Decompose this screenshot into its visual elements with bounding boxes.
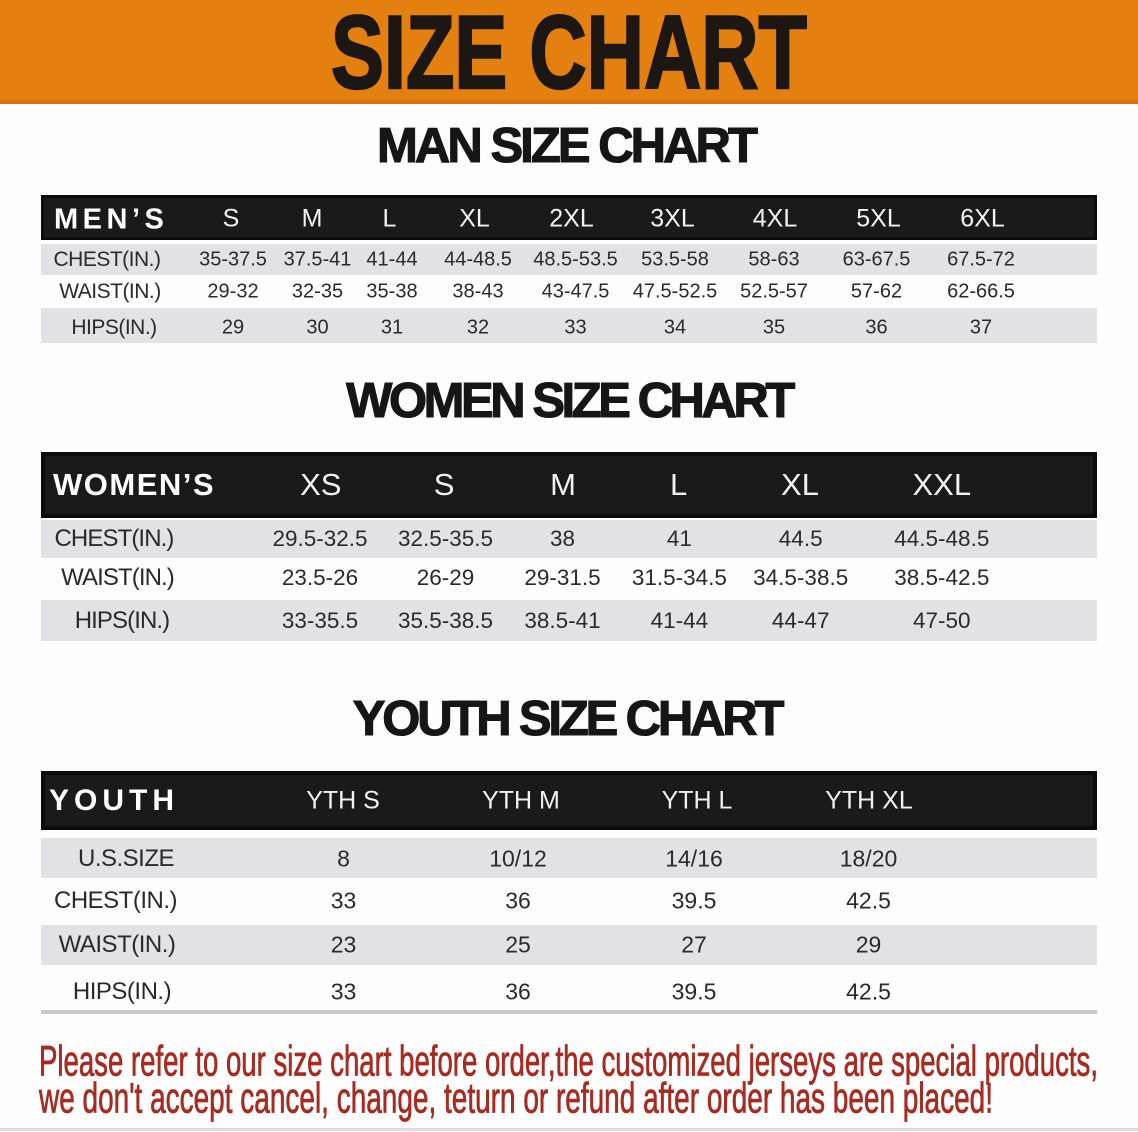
svg-text:Please refer to our size chart: Please refer to our size chart before or… (39, 1038, 1098, 1086)
svg-text:SIZE CHART: SIZE CHART (331, 0, 807, 110)
svg-text:we don't accept cancel, change: we don't accept cancel, change, teturn o… (38, 1075, 993, 1123)
